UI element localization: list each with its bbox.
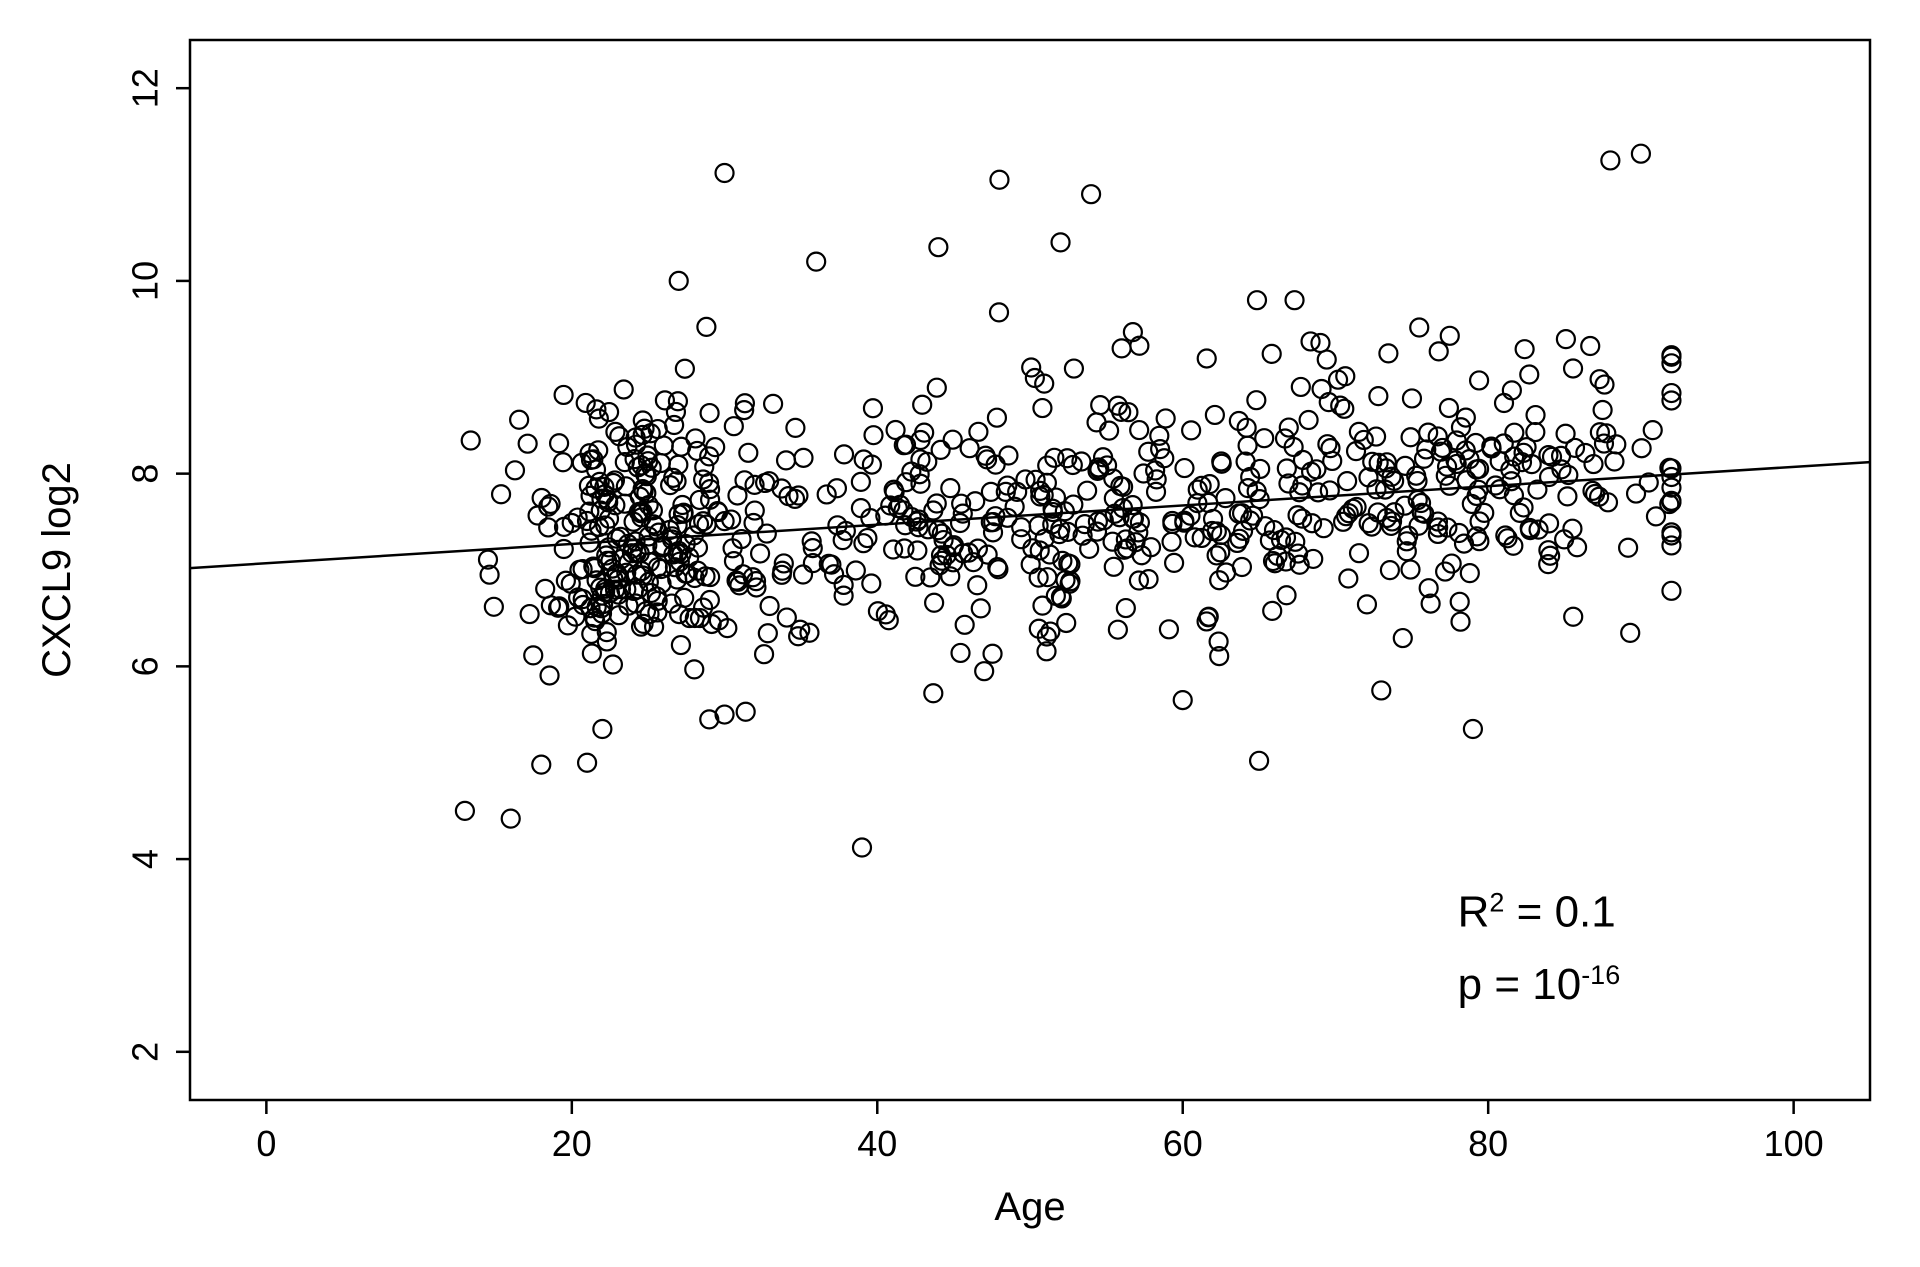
y-tick-label: 2: [125, 1042, 166, 1062]
x-tick-label: 60: [1163, 1123, 1203, 1164]
y-tick-label: 6: [125, 656, 166, 676]
scatter-chart: 0 20 40 60 80 100 2 4 6 8 10 12 Age CXCL9 log2 R2 = 0.…: [0, 0, 1920, 1267]
x-tick-label: 20: [552, 1123, 592, 1164]
x-tick-label: 0: [256, 1123, 276, 1164]
y-axis-label: CXCL9 log2: [35, 462, 79, 678]
x-tick-label: 100: [1764, 1123, 1824, 1164]
y-tick-label: 12: [125, 68, 166, 108]
r-squared-label: R2 = 0.1: [1458, 888, 1616, 937]
x-tick-label: 40: [857, 1123, 897, 1164]
x-axis-label: Age: [994, 1185, 1065, 1229]
y-tick-label: 4: [125, 849, 166, 869]
y-tick-label: 10: [125, 261, 166, 301]
chart-svg: 0 20 40 60 80 100 2 4 6 8 10 12 Age CXCL9 log2 R2 = 0.…: [0, 0, 1920, 1267]
x-tick-label: 80: [1468, 1123, 1508, 1164]
y-tick-label: 8: [125, 464, 166, 484]
